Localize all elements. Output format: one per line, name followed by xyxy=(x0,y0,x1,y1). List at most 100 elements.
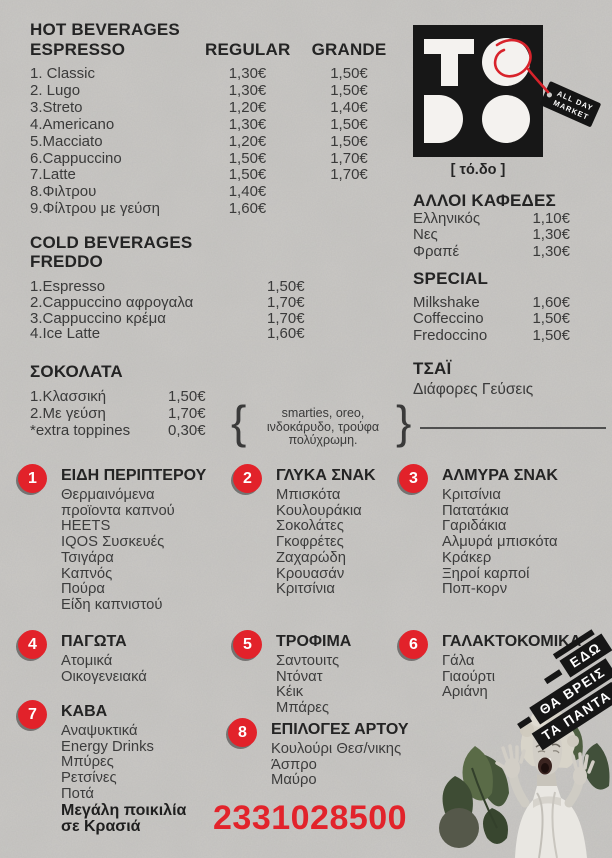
item-name: 7.Latte xyxy=(30,166,76,184)
brace-open: { xyxy=(231,396,247,448)
menu-row: 2.Cappuccino αφρογαλα 1,70€ xyxy=(30,293,337,311)
section-item: Κριτσίνια xyxy=(276,581,335,598)
menu-row: Fredoccino 1,50€ xyxy=(413,326,570,344)
section-number-badge: 1 xyxy=(18,464,47,493)
item-name: 1.Κλασσική xyxy=(30,388,107,405)
tea-subtitle: Διάφορες Γεύσεις xyxy=(413,381,534,398)
section-items: Θερμαινόμενα προϊοντα καπνού HEETS IQOS Συσ… xyxy=(61,487,206,614)
item-price: 1,50€ xyxy=(532,326,570,344)
price-tag: ALL DAY MARKET xyxy=(540,81,601,127)
column-espresso: ESPRESSO xyxy=(30,40,126,59)
chocolate-price-list: 1.Κλασσική 1,50€ 2.Με γεύση 1,70€ *extra… xyxy=(30,388,238,440)
screaming-woman-collage xyxy=(439,709,610,858)
item-name: 2. Lugo xyxy=(30,81,81,99)
section-item: Οικογενειακά xyxy=(61,668,147,685)
item-price: 1,60€ xyxy=(532,294,570,311)
section-liquor: 7 ΚΑΒΑ Αναψυκτικά Energy Drinks Μπύρες Ρετσ… xyxy=(18,700,186,836)
item-price: 1,70€ xyxy=(267,309,305,327)
item-price-grande: 1,50€ xyxy=(330,132,368,150)
section-item: Σοκολάτες xyxy=(276,518,344,535)
chocolate-title: ΣΟΚΟΛΑΤΑ xyxy=(30,362,123,381)
menu-row: 9.Φίλτρου με γεύση 1,60€ xyxy=(30,200,395,218)
section-salty-snacks: 3 ΑΛΜΥΡΑ ΣΝΑΚ Κριτσίνια Πατατάκια Γαριδάκι… xyxy=(399,464,558,598)
section-kiosk-items: 1 ΕΙΔΗ ΠΕΡΙΠΤΕΡΟΥ Θερμαινόμενα προϊοντα κ… xyxy=(18,464,206,614)
section-items: Σαντουιτς Ντόνατ Κέικ Μπάρες xyxy=(276,653,351,717)
item-name: 3.Cappuccino κρέμα xyxy=(30,309,166,327)
section-item: Ρετσίνες xyxy=(61,770,117,787)
section-title: ΕΙΔΗ ΠΕΡΙΠΤΕΡΟΥ xyxy=(61,467,207,484)
section-item: Είδη καπνιστού xyxy=(61,596,163,613)
menu-row: 8.Φιλτρου 1,40€ xyxy=(30,183,395,201)
section-item: Ζαχαρώδη xyxy=(276,549,346,566)
brace-close: } xyxy=(396,396,412,448)
menu-row: 4.Ice Latte 1,60€ xyxy=(30,326,337,342)
section-item: Μπισκότα xyxy=(276,487,341,503)
section-item: Ντόνατ xyxy=(276,668,323,685)
item-price: 1,70€ xyxy=(168,405,206,423)
section-dairy: 6 ΓΑΛΑΚΤΟΚΟΜΙΚΑ Γάλα Γιαούρτι Αριάνη xyxy=(399,630,581,701)
menu-row: *extra toppines 0,30€ xyxy=(30,422,238,439)
item-name: Φραπέ xyxy=(413,242,460,260)
section-number-badge: 3 xyxy=(399,464,428,493)
section-title: ΓΛΥΚΑ ΣΝΑΚ xyxy=(276,467,376,484)
item-name: 1.Espresso xyxy=(30,278,106,295)
menu-row: 3.Streto 1,20€ 1,40€ xyxy=(30,98,395,117)
item-price-regular: 1,30€ xyxy=(228,65,267,82)
item-name: Fredoccino xyxy=(413,326,488,344)
espresso-price-list: 1. Classic 1,30€ 1,50€ 2. Lugo 1,30€ 1,5… xyxy=(30,65,395,218)
section-item: Πατατάκια xyxy=(442,502,509,519)
item-name: 6.Cappuccino xyxy=(30,149,122,167)
menu-row: 7.Latte 1,50€ 1,70€ xyxy=(30,167,395,184)
section-item: Σαντουιτς xyxy=(276,653,340,669)
section-item: Μαύρο xyxy=(271,772,317,789)
section-number-badge: 8 xyxy=(228,718,257,747)
section-title: ΑΛΜΥΡΑ ΣΝΑΚ xyxy=(442,467,558,484)
tea-title: ΤΣΑΪ xyxy=(413,359,452,378)
section-item: Γκοφρέτες xyxy=(276,534,344,551)
section-item: Κρουασάν xyxy=(276,565,345,582)
section-item: Θερμαινόμενα xyxy=(61,487,155,503)
menu-row: 4.Americano 1,30€ 1,50€ xyxy=(30,115,395,134)
red-string xyxy=(493,38,550,94)
menu-row: 3.Cappuccino κρέμα 1,70€ xyxy=(30,309,337,327)
item-price-regular: 1,40€ xyxy=(228,183,267,201)
banner-dash xyxy=(516,716,532,730)
item-price-grande: 1,50€ xyxy=(330,65,368,82)
menu-row: 2. Lugo 1,30€ 1,50€ xyxy=(30,81,395,100)
section-sweet-snacks: 2 ΓΛΥΚΑ ΣΝΑΚ Μπισκότα Κουλουράκια Σοκολάτε… xyxy=(233,464,376,598)
hot-beverages-columns: ESPRESSO REGULAR GRANDE xyxy=(30,40,395,59)
section-item: Γάλα xyxy=(442,653,475,669)
section-item: Τσιγάρα xyxy=(61,549,114,566)
banner-dash xyxy=(543,669,563,685)
item-price: 1,30€ xyxy=(532,226,570,244)
other-coffees-list: Ελληνικός 1,10€ Νες 1,30€ Φραπέ 1,30€ xyxy=(413,210,570,260)
section-item: προϊοντα καπνού xyxy=(61,502,175,519)
toppings-note: smarties, oreo, ινδοκάρυδο, τρούφα πολύχρω… xyxy=(252,406,394,448)
menu-row: 2.Με γεύση 1,70€ xyxy=(30,405,238,422)
item-name: 4.Ice Latte xyxy=(30,325,101,343)
section-items: Κριτσίνια Πατατάκια Γαριδάκια Αλμυρά μπισκό… xyxy=(442,487,558,598)
item-price: 1,50€ xyxy=(168,388,206,405)
section-items: Μπισκότα Κουλουράκια Σοκολάτες Γκοφρέτες Ζαχ… xyxy=(276,487,376,598)
section-item: Πούρα xyxy=(61,581,105,598)
item-name: Ελληνικός xyxy=(413,210,481,227)
section-food: 5 ΤΡΟΦΙΜΑ Σαντουιτς Ντόνατ Κέικ Μπάρες xyxy=(233,630,351,717)
section-item: Αριάνη xyxy=(442,684,488,701)
section-item: Κέικ xyxy=(276,684,304,701)
item-price-grande: 1,70€ xyxy=(330,166,368,184)
item-price-regular: 1,20€ xyxy=(228,98,267,116)
item-price: 0,30€ xyxy=(168,422,206,440)
section-item: Μπύρες xyxy=(61,754,114,771)
section-item: HEETS xyxy=(61,518,111,535)
hot-beverages-title: HOT BEVERAGES xyxy=(30,20,180,39)
item-name: 2.Cappuccino αφρογαλα xyxy=(30,293,194,311)
item-price: 1,70€ xyxy=(267,293,305,311)
menu-row: 1.Espresso 1,50€ xyxy=(30,279,337,295)
item-price-regular: 1,20€ xyxy=(228,132,267,150)
item-name: 4.Americano xyxy=(30,115,115,133)
item-name: 2.Με γεύση xyxy=(30,405,106,423)
section-title: ΓΑΛΑΚΤΟΚΟΜΙΚΑ xyxy=(442,633,582,650)
freddo-subtitle: FREDDO xyxy=(30,252,103,271)
section-item: Μπάρες xyxy=(276,700,330,717)
